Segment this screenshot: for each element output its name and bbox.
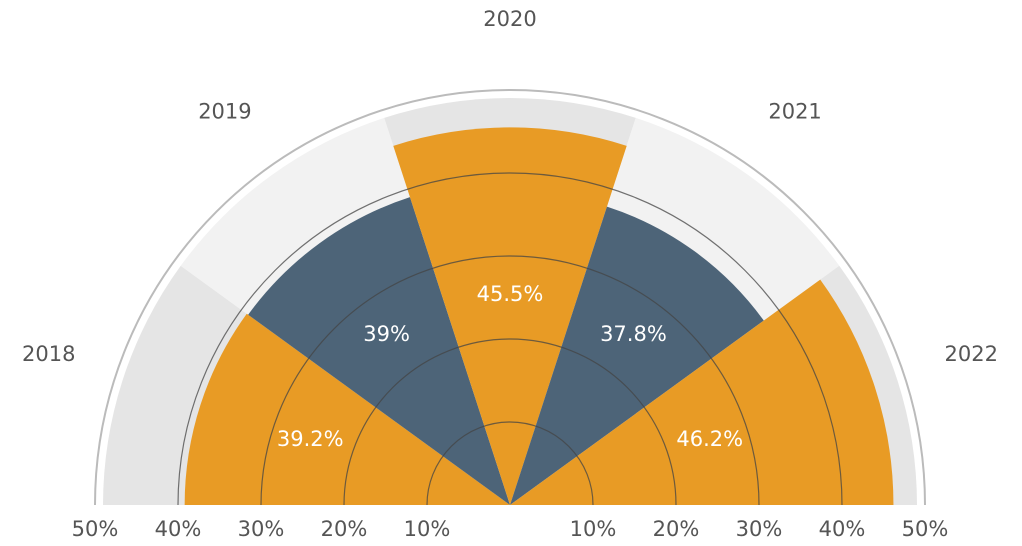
r-tick-label: 20%: [321, 517, 368, 541]
r-tick-label: 50%: [72, 517, 119, 541]
bar: [248, 197, 510, 505]
category-label: 2020: [483, 7, 536, 31]
r-tick-label: 40%: [819, 517, 866, 541]
bar: [393, 127, 627, 505]
grid-line: [177, 172, 843, 506]
r-tick-label: 50%: [902, 517, 949, 541]
r-tick-label: 10%: [570, 517, 617, 541]
category-label: 2019: [198, 100, 251, 124]
category-label: 2022: [945, 342, 998, 366]
category-label: 2021: [768, 100, 821, 124]
value-label: 46.2%: [676, 427, 743, 451]
value-label: 45.5%: [477, 282, 544, 306]
value-label: 39.2%: [277, 427, 344, 451]
category-label: 2018: [22, 342, 75, 366]
value-label: 39%: [363, 322, 410, 346]
r-tick-label: 40%: [155, 517, 202, 541]
r-tick-label: 10%: [404, 517, 451, 541]
grid-line: [94, 89, 926, 506]
r-tick-label: 30%: [736, 517, 783, 541]
grid-line: [426, 421, 594, 506]
grid-line: [260, 255, 760, 506]
value-label: 37.8%: [600, 322, 667, 346]
bar: [510, 279, 894, 505]
r-tick-label: 20%: [653, 517, 700, 541]
bar: [510, 206, 764, 505]
grid-line: [343, 338, 677, 506]
r-tick-label: 30%: [238, 517, 285, 541]
